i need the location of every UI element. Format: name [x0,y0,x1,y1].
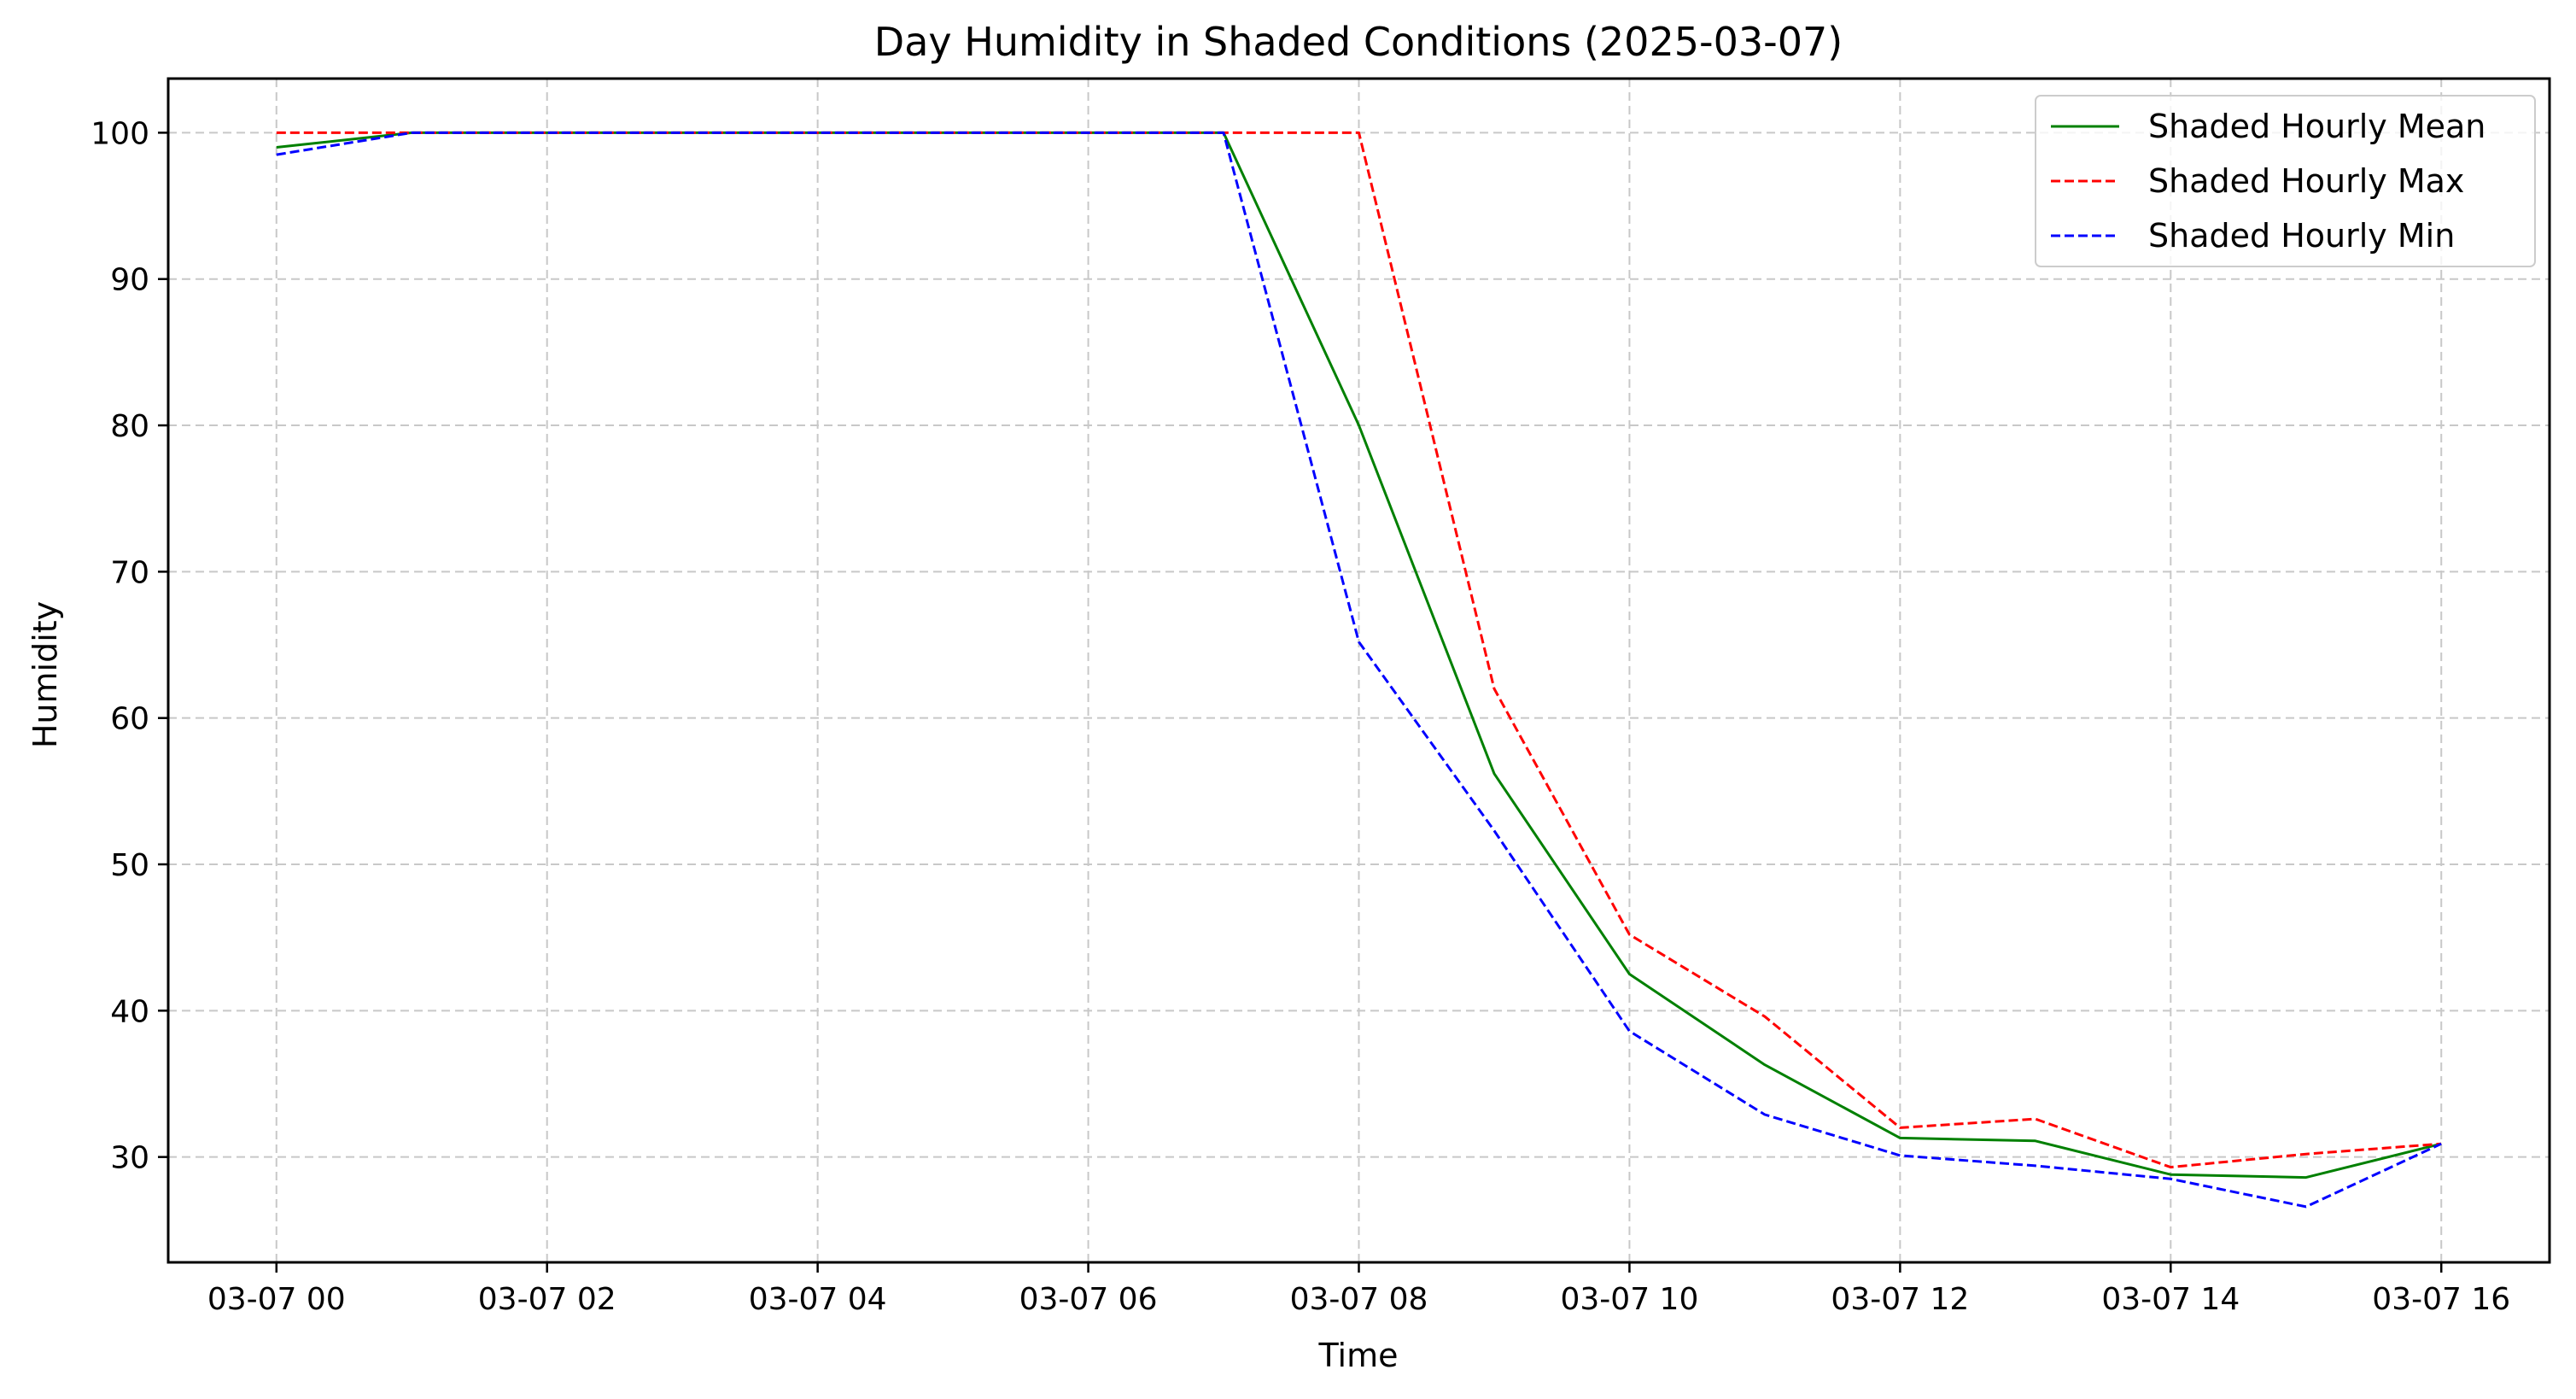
x-axis-title: Time [1318,1337,1399,1374]
x-tick-label: 03-07 14 [2101,1282,2240,1317]
x-tick-label: 03-07 00 [207,1282,346,1317]
y-tick-label: 40 [110,994,149,1029]
legend-box [2035,95,2536,267]
legend-label: Shaded Hourly Mean [2148,108,2485,145]
chart-title: Day Humidity in Shaded Conditions (2025-… [874,19,1843,65]
y-axis-ticks: 30 40 50 60 70 80 90 100 [91,116,168,1176]
y-tick-label: 100 [91,116,149,151]
y-tick-label: 50 [110,848,149,883]
y-tick-label: 90 [110,263,149,298]
series-line-shaded-hourly-min [276,131,2442,1209]
legend: Shaded Hourly Mean Shaded Hourly Max Shade… [2035,95,2536,267]
x-tick-label: 03-07 02 [478,1282,616,1317]
y-tick-label: 60 [110,702,149,737]
x-tick-label: 03-07 10 [1561,1282,1699,1317]
legend-label: Shaded Hourly Max [2148,162,2464,200]
x-tick-label: 03-07 04 [749,1282,887,1317]
y-tick-label: 70 [110,555,149,590]
y-tick-label: 30 [110,1141,149,1176]
legend-label: Shaded Hourly Min [2148,217,2455,255]
x-axis-ticks: 03-07 00 03-07 02 03-07 04 03-07 06 03-07 08… [207,1262,2510,1317]
x-tick-label: 03-07 06 [1019,1282,1158,1317]
x-tick-label: 03-07 16 [2372,1282,2510,1317]
y-tick-label: 80 [110,409,149,444]
series-lines [276,131,2442,1209]
y-axis-title: Humidity [26,601,64,748]
x-tick-label: 03-07 12 [1831,1282,1969,1317]
x-tick-label: 03-07 08 [1290,1282,1428,1317]
